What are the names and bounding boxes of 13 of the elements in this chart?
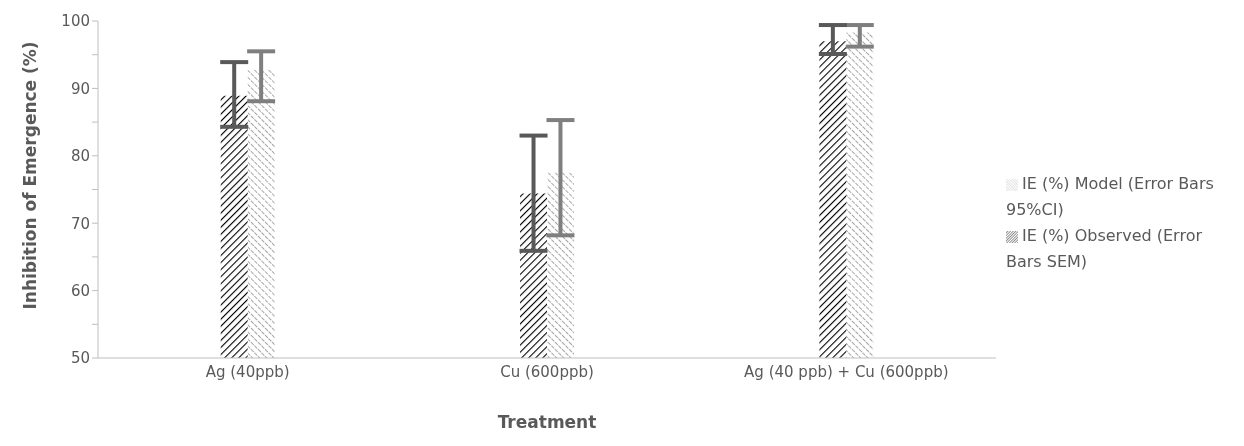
y-tick-label: 60 <box>70 281 90 300</box>
x-tick-label: Ag (40ppb) <box>205 362 290 381</box>
y-axis-title: Inhibition of Emergence (%) <box>20 41 41 310</box>
y-tick-label: 50 <box>70 349 90 368</box>
x-axis-title: Treatment <box>497 412 597 432</box>
y-tick-label: 80 <box>70 147 90 166</box>
y-tick-label: 90 <box>70 79 90 98</box>
y-tick-label: 100 <box>61 12 90 31</box>
legend-label: IE (%) Model (Error Bars 95%CI) <box>1006 174 1214 219</box>
legend-label: IE (%) Observed (Error Bars SEM) <box>1006 226 1202 271</box>
x-tick-label: Cu (600ppb) <box>500 362 594 381</box>
x-tick-label: Ag (40 ppb) + Cu (600ppb) <box>744 362 949 381</box>
y-tick-label: 70 <box>70 214 90 233</box>
